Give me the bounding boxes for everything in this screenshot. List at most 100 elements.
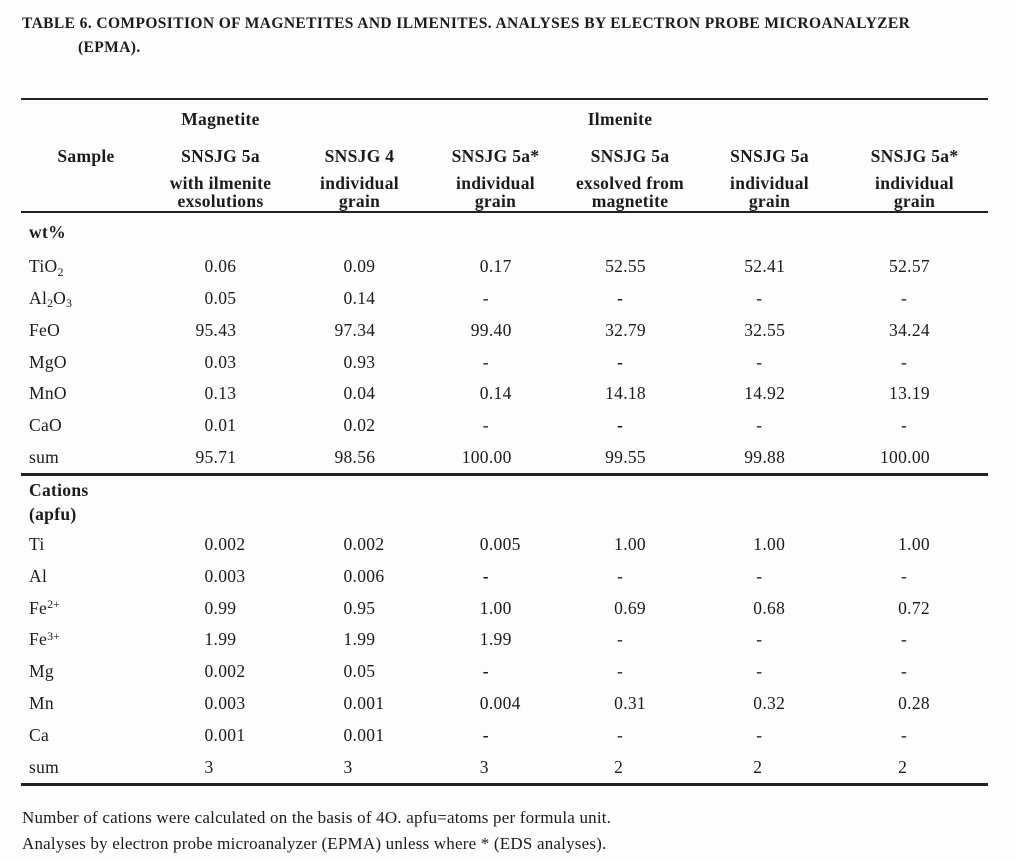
value-cell: 0.001 <box>204 724 246 745</box>
column-header: SNSJG 4 <box>324 145 395 166</box>
row-label: Al <box>29 565 48 586</box>
value-cell: 0.06 <box>204 256 237 277</box>
value-cell: 14.92 <box>744 383 786 404</box>
value-cell: 0.09 <box>343 256 376 277</box>
value-cell: 0.05 <box>204 288 237 309</box>
value-cell: - <box>756 724 763 745</box>
column-subheader: individual grain <box>730 172 809 212</box>
footnotes: Number of cations were calculated on the… <box>22 805 999 857</box>
value-cell: 0.01 <box>204 415 237 436</box>
value-cell: 100.00 <box>879 447 930 468</box>
table-row: Mn 0.003 0.001 0.004 0.31 0.32 0.28 <box>21 688 988 720</box>
value-cell: 32.55 <box>744 319 786 340</box>
value-cell: 0.95 <box>343 597 376 618</box>
value-cell: 0.31 <box>614 692 646 713</box>
section-header: wt% <box>29 221 66 242</box>
value-cell: - <box>756 415 763 436</box>
value-cell: 0.02 <box>343 415 376 436</box>
value-cell: - <box>617 724 624 745</box>
table-row: MgO 0.03 0.93 - - - - <box>21 346 988 378</box>
value-cell: 100.00 <box>461 447 512 468</box>
row-label: Mg <box>29 661 54 682</box>
value-cell: - <box>901 351 908 372</box>
value-cell: 2 <box>898 756 908 777</box>
value-cell: 3 <box>204 756 214 777</box>
value-cell: 2 <box>753 756 763 777</box>
value-cell: 2 <box>614 756 624 777</box>
column-subheader: exsolved from magnetite <box>575 172 685 212</box>
group-header-ilmenite: Ilmenite <box>587 109 653 130</box>
value-cell: 99.88 <box>744 447 786 468</box>
value-cell: 32.79 <box>605 319 646 340</box>
value-cell: 0.69 <box>614 597 646 618</box>
value-cell: 14.18 <box>605 383 646 404</box>
column-subheader-row: with ilmenite exsolutions individual grain i… <box>21 173 988 211</box>
value-cell: 0.04 <box>343 383 376 404</box>
column-subheader: individual grain <box>875 172 954 212</box>
row-label: Ti <box>29 533 45 554</box>
column-header: SNSJG 5a <box>730 145 809 166</box>
row-label: Fe2+ <box>29 597 60 618</box>
row-label: Fe3+ <box>29 629 60 650</box>
sample-header-row: Sample SNSJG 5a SNSJG 4 SNSJG 5a* SNSJG 5a S… <box>21 140 988 173</box>
composition-table: Magnetite Ilmenite Sample SNSJG 5a SNSJG … <box>21 98 988 786</box>
row-label: FeO <box>29 319 61 340</box>
value-cell: 99.40 <box>470 319 512 340</box>
value-cell: 3 <box>479 756 489 777</box>
value-cell: - <box>482 288 489 309</box>
value-cell: - <box>756 288 763 309</box>
value-cell: 0.99 <box>204 597 237 618</box>
table-row: Al 0.003 0.006 - - - - <box>21 560 988 592</box>
column-subheader: individual grain <box>456 172 535 212</box>
row-label: MgO <box>29 351 67 372</box>
value-cell: 0.32 <box>753 692 786 713</box>
sample-column-header: Sample <box>57 145 115 166</box>
value-cell: - <box>756 565 763 586</box>
table-row: sum 3 3 3 2 2 2 <box>21 751 988 783</box>
value-cell: 0.72 <box>898 597 930 618</box>
value-cell: - <box>617 288 624 309</box>
value-cell: 95.43 <box>195 319 237 340</box>
value-cell: 52.57 <box>889 256 930 277</box>
column-header: SNSJG 5a <box>590 145 670 166</box>
footnote-line: Analyses by electron probe microanalyzer… <box>22 833 607 853</box>
table-row: TiO2 0.06 0.09 0.17 52.55 52.41 52.57 <box>21 251 988 283</box>
value-cell: 0.001 <box>343 692 385 713</box>
table-row: Ca 0.001 0.001 - - - - <box>21 719 988 751</box>
row-label: sum <box>29 447 60 468</box>
value-cell: 0.93 <box>343 351 376 372</box>
table-title-line2: (EPMA). <box>78 39 141 56</box>
column-header: SNSJG 5a* <box>870 145 959 166</box>
row-label: CaO <box>29 415 62 436</box>
table-rule-bottom <box>21 782 988 786</box>
value-cell: 0.05 <box>343 661 376 682</box>
value-cell: 0.004 <box>479 692 521 713</box>
section-header: Cations (apfu) <box>29 480 89 525</box>
value-cell: 0.03 <box>204 351 237 372</box>
table-rule-header <box>21 210 988 213</box>
value-cell: - <box>901 661 908 682</box>
table-row: MnO 0.13 0.04 0.14 14.18 14.92 13.19 <box>21 378 988 410</box>
table-rule-top <box>21 98 988 100</box>
value-cell: 0.006 <box>343 565 385 586</box>
value-cell: 1.00 <box>898 533 930 554</box>
row-label: Al2O3 <box>29 288 72 311</box>
value-cell: - <box>901 629 908 650</box>
group-header-magnetite: Magnetite <box>181 109 260 130</box>
section-wt-percent: wt% TiO2 0.06 0.09 0.17 52.55 52.41 52.57 Al2O3 0… <box>21 213 988 474</box>
section-cations: Cations (apfu) Ti 0.002 0.002 0.005 1.00 1.00 1.… <box>21 476 988 783</box>
value-cell: 0.68 <box>753 597 786 618</box>
value-cell: 52.55 <box>605 256 646 277</box>
value-cell: 99.55 <box>605 447 646 468</box>
value-cell: 3 <box>343 756 353 777</box>
value-cell: 0.13 <box>204 383 237 404</box>
footnote-line: Number of cations were calculated on the… <box>22 807 612 827</box>
value-cell: 1.00 <box>614 533 646 554</box>
value-cell: 1.00 <box>479 597 512 618</box>
value-cell: 95.71 <box>195 447 237 468</box>
value-cell: 0.28 <box>898 692 930 713</box>
value-cell: - <box>756 629 763 650</box>
value-cell: 0.14 <box>343 288 376 309</box>
column-header: SNSJG 5a <box>181 145 260 166</box>
value-cell: - <box>617 661 624 682</box>
